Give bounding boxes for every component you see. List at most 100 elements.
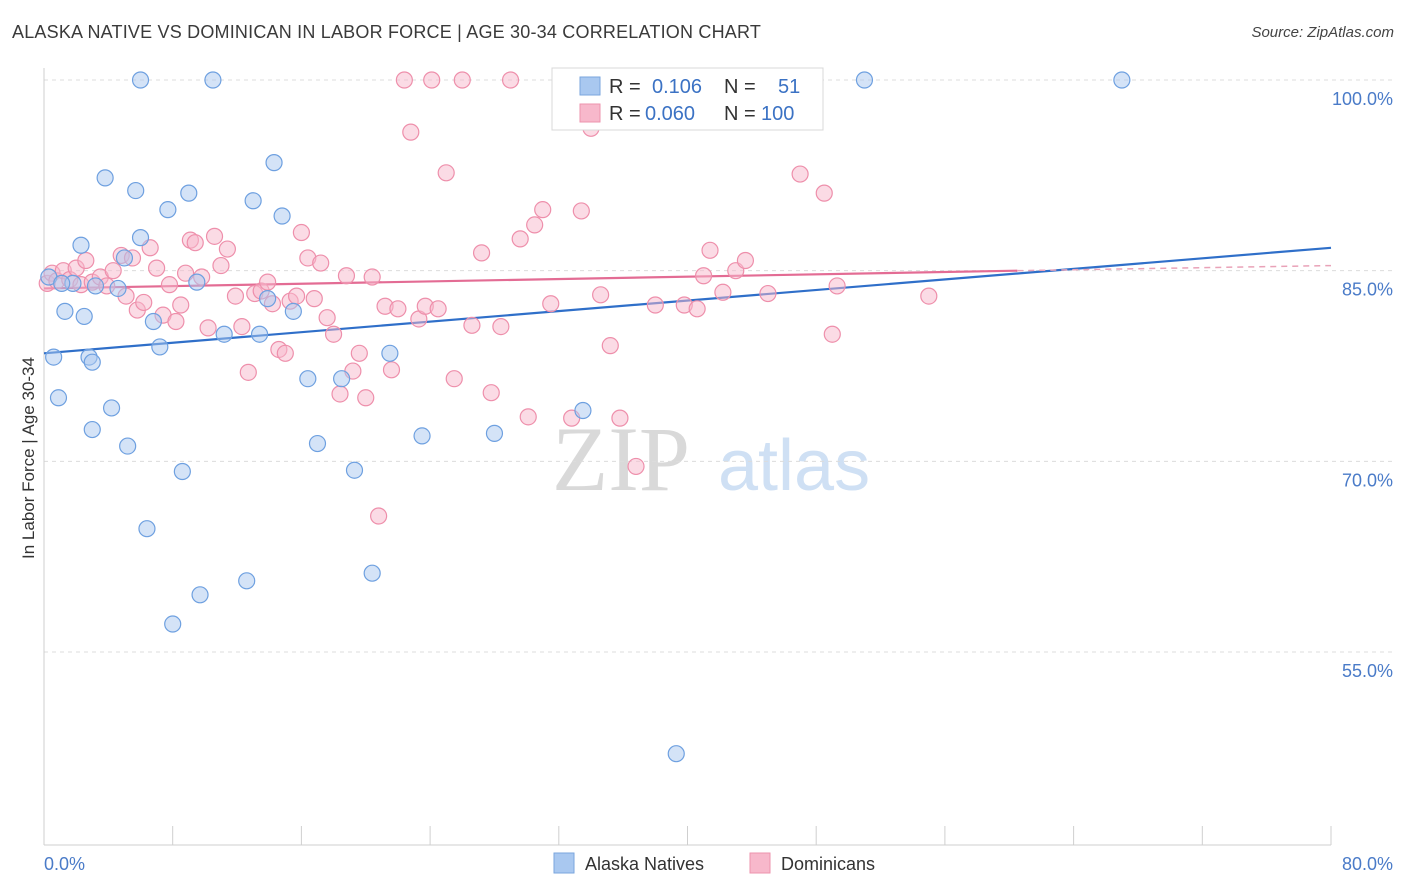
legend-n-label-1: N = [724, 76, 756, 98]
point-dominican-42 [292, 223, 310, 242]
point-alaska-21 [164, 615, 182, 633]
point-alaska-19 [151, 338, 169, 356]
point-dominican-27 [199, 319, 217, 337]
point-dominican-84 [627, 457, 645, 476]
point-alaska-48 [131, 71, 150, 89]
legend-r-label-1: R = [609, 76, 641, 98]
point-dominican-98 [920, 287, 938, 305]
point-alaska-15 [127, 181, 145, 200]
point-dominican-93 [759, 284, 777, 303]
bottom-legend-swatch-alaska [553, 852, 575, 874]
watermark-atlas: atlas [718, 426, 870, 506]
point-dominican-53 [363, 268, 381, 286]
legend-r-value-2: 0.060 [645, 103, 695, 125]
point-dominican-95 [815, 184, 833, 202]
point-alaska-9 [86, 277, 105, 295]
point-dominican-96 [823, 325, 841, 343]
legend-r-label-2: R = [609, 103, 641, 125]
bottom-legend-swatch-dominican [749, 852, 771, 874]
point-alaska-35 [299, 370, 317, 388]
point-dominican-32 [233, 317, 251, 336]
legend-swatch-dominican [579, 103, 601, 123]
point-alaska-23 [180, 184, 198, 202]
point-alaska-25 [191, 586, 209, 604]
point-alaska-18 [144, 312, 162, 331]
point-alaska-30 [250, 325, 269, 343]
point-alaska-43 [574, 401, 592, 420]
point-dominican-29 [212, 256, 230, 275]
legend: R = 0.106 N = 51 R = 0.060 N = 100 [551, 67, 824, 131]
point-alaska-10 [96, 169, 114, 187]
point-dominican-75 [534, 201, 552, 219]
point-alaska-28 [238, 572, 256, 590]
point-dominican-28 [205, 227, 224, 245]
point-alaska-29 [244, 192, 262, 210]
point-alaska-26 [204, 71, 222, 89]
legend-r-value-1: 0.106 [652, 76, 702, 98]
point-dominican-36 [259, 273, 277, 291]
point-dominican-88 [688, 300, 706, 318]
point-dominican-81 [592, 286, 610, 304]
point-dominican-63 [429, 300, 447, 318]
point-dominican-71 [501, 71, 520, 89]
point-dominican-90 [714, 283, 732, 301]
point-alaska-2 [49, 389, 68, 407]
y-tick-label-2: 70.0% [1342, 470, 1393, 490]
legend-swatch-alaska [579, 76, 601, 96]
point-dominican-62 [423, 71, 441, 89]
point-dominican-67 [463, 316, 481, 334]
point-alaska-37 [333, 370, 351, 388]
point-alaska-40 [381, 344, 399, 362]
y-tick-label-1: 85.0% [1342, 280, 1393, 300]
point-alaska-20 [159, 201, 177, 219]
point-alaska-49 [83, 420, 101, 439]
point-dominican-66 [453, 71, 471, 89]
trend-line-dashed-1 [1017, 264, 1332, 272]
bottom-legend: Alaska Natives Dominicans [553, 852, 875, 874]
point-dominican-51 [350, 344, 368, 362]
point-dominican-21 [167, 312, 185, 331]
axes [43, 68, 1332, 846]
point-dominican-94 [791, 165, 809, 183]
point-dominican-97 [828, 277, 846, 295]
legend-n-value-1: 51 [778, 76, 800, 98]
point-dominican-7 [77, 251, 95, 270]
point-dominican-46 [318, 309, 336, 327]
point-dominican-23 [176, 264, 195, 282]
point-dominican-57 [389, 300, 407, 318]
point-dominican-99 [694, 267, 713, 285]
point-dominican-45 [312, 254, 330, 272]
point-dominican-49 [337, 267, 356, 285]
point-dominican-79 [572, 202, 590, 220]
point-dominican-74 [526, 216, 544, 234]
x-tick-label-0: 0.0% [44, 854, 85, 874]
point-dominican-22 [172, 296, 190, 314]
point-alaska-38 [345, 461, 364, 479]
point-dominican-48 [331, 385, 349, 403]
point-alaska-47 [1113, 71, 1131, 89]
point-alaska-5 [72, 236, 90, 254]
data-points [38, 71, 1131, 763]
point-dominican-59 [402, 123, 420, 141]
point-alaska-50 [53, 274, 71, 292]
legend-n-value-2: 100 [761, 103, 794, 125]
point-dominican-18 [148, 259, 166, 277]
point-alaska-34 [284, 302, 302, 320]
point-dominican-20 [160, 276, 179, 294]
point-dominican-69 [482, 384, 500, 402]
point-dominican-33 [239, 363, 257, 381]
point-dominican-11 [104, 262, 122, 280]
point-dominican-76 [542, 295, 560, 313]
point-alaska-39 [363, 564, 381, 582]
point-dominican-44 [305, 290, 323, 308]
point-dominican-68 [472, 244, 491, 262]
source-label: Source: ZipAtlas.com [1251, 24, 1394, 41]
chart-title: ALASKA NATIVE VS DOMINICAN IN LABOR FORC… [12, 22, 762, 42]
point-dominican-41 [287, 287, 306, 305]
point-alaska-33 [273, 207, 291, 225]
point-dominican-82 [601, 337, 619, 355]
point-alaska-14 [119, 437, 137, 455]
point-alaska-11 [102, 399, 121, 417]
point-alaska-27 [215, 325, 233, 343]
point-alaska-31 [259, 290, 277, 308]
